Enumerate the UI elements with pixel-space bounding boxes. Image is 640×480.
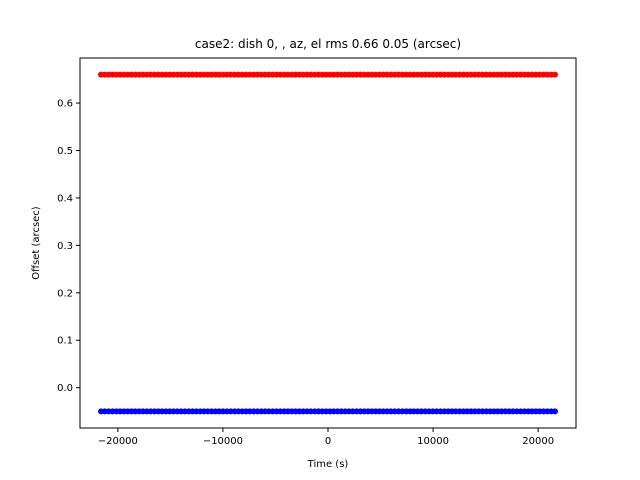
chart-title: case2: dish 0, , az, el rms 0.66 0.05 (a… <box>195 37 461 51</box>
data-point <box>551 71 558 78</box>
y-tick-label: 0.2 <box>57 288 73 299</box>
x-tick-label: −10000 <box>203 436 243 447</box>
y-tick-label: 0.1 <box>57 336 73 347</box>
series-1 <box>98 408 558 415</box>
y-axis-label: Offset (arcsec) <box>31 206 42 280</box>
y-tick-label: 0.0 <box>57 383 73 394</box>
plot-points <box>98 71 558 415</box>
series-0 <box>98 71 558 78</box>
x-tick-label: 0 <box>325 436 331 447</box>
y-tick-label: 0.4 <box>57 193 73 204</box>
x-tick-label: 20000 <box>522 436 554 447</box>
y-axis-ticks: 0.0 0.1 0.2 0.3 0.4 0.5 0.6 <box>57 99 80 394</box>
y-tick-label: 0.5 <box>57 146 73 157</box>
x-tick-label: 10000 <box>417 436 449 447</box>
data-point <box>551 408 558 415</box>
y-tick-label: 0.6 <box>57 99 73 110</box>
x-tick-label: −20000 <box>98 436 138 447</box>
y-tick-label: 0.3 <box>57 241 73 252</box>
x-axis-ticks: −20000 −10000 0 10000 20000 <box>98 428 554 447</box>
x-axis-label: Time (s) <box>307 459 349 470</box>
